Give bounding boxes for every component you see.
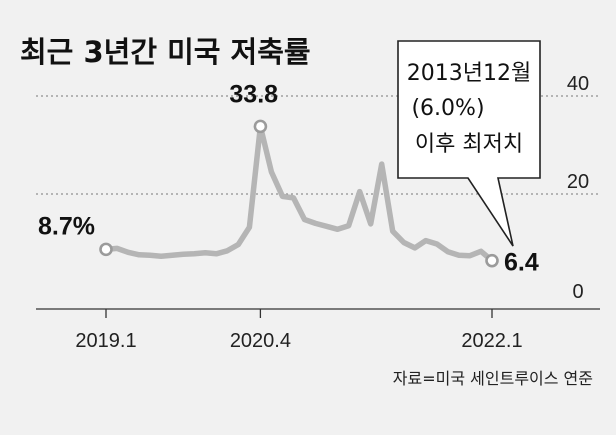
data-label-1: 33.8 [229, 80, 278, 108]
callout-line-3: 이후 최저치 [415, 132, 523, 157]
x-tick-label-1: 2020.4 [230, 330, 291, 352]
series-layer [99, 119, 499, 268]
source-note: 자료=미국 세인트루이스 연준 [393, 369, 593, 388]
marker-0 [99, 242, 113, 257]
data-label-2: 6.4 [504, 249, 539, 277]
callout-line-2: (6.0%) [411, 96, 484, 121]
callout-box [397, 40, 541, 247]
series-line [103, 123, 495, 264]
y-tick-label-0: 0 [572, 281, 583, 303]
marker-1 [253, 119, 268, 134]
data-label-0: 8.7% [38, 212, 95, 240]
y-axis: 0 20 40 [567, 73, 589, 303]
callout-line-1: 2013년12월 [407, 61, 531, 86]
y-tick-label-20: 20 [567, 171, 589, 193]
chart-title: 최근 3년간 미국 저축률 [20, 35, 311, 69]
y-tick-label-40: 40 [567, 73, 589, 95]
marker-2 [485, 253, 499, 268]
data-labels: 8.7% 33.8 6.4 [38, 80, 539, 276]
x-axis: 2019.1 2020.4 2022.1 [36, 308, 600, 352]
callout: 2013년12월 (6.0%) 이후 최저치 [397, 40, 541, 247]
x-tick-label-2: 2022.1 [461, 330, 522, 352]
x-tick-label-0: 2019.1 [75, 330, 136, 352]
